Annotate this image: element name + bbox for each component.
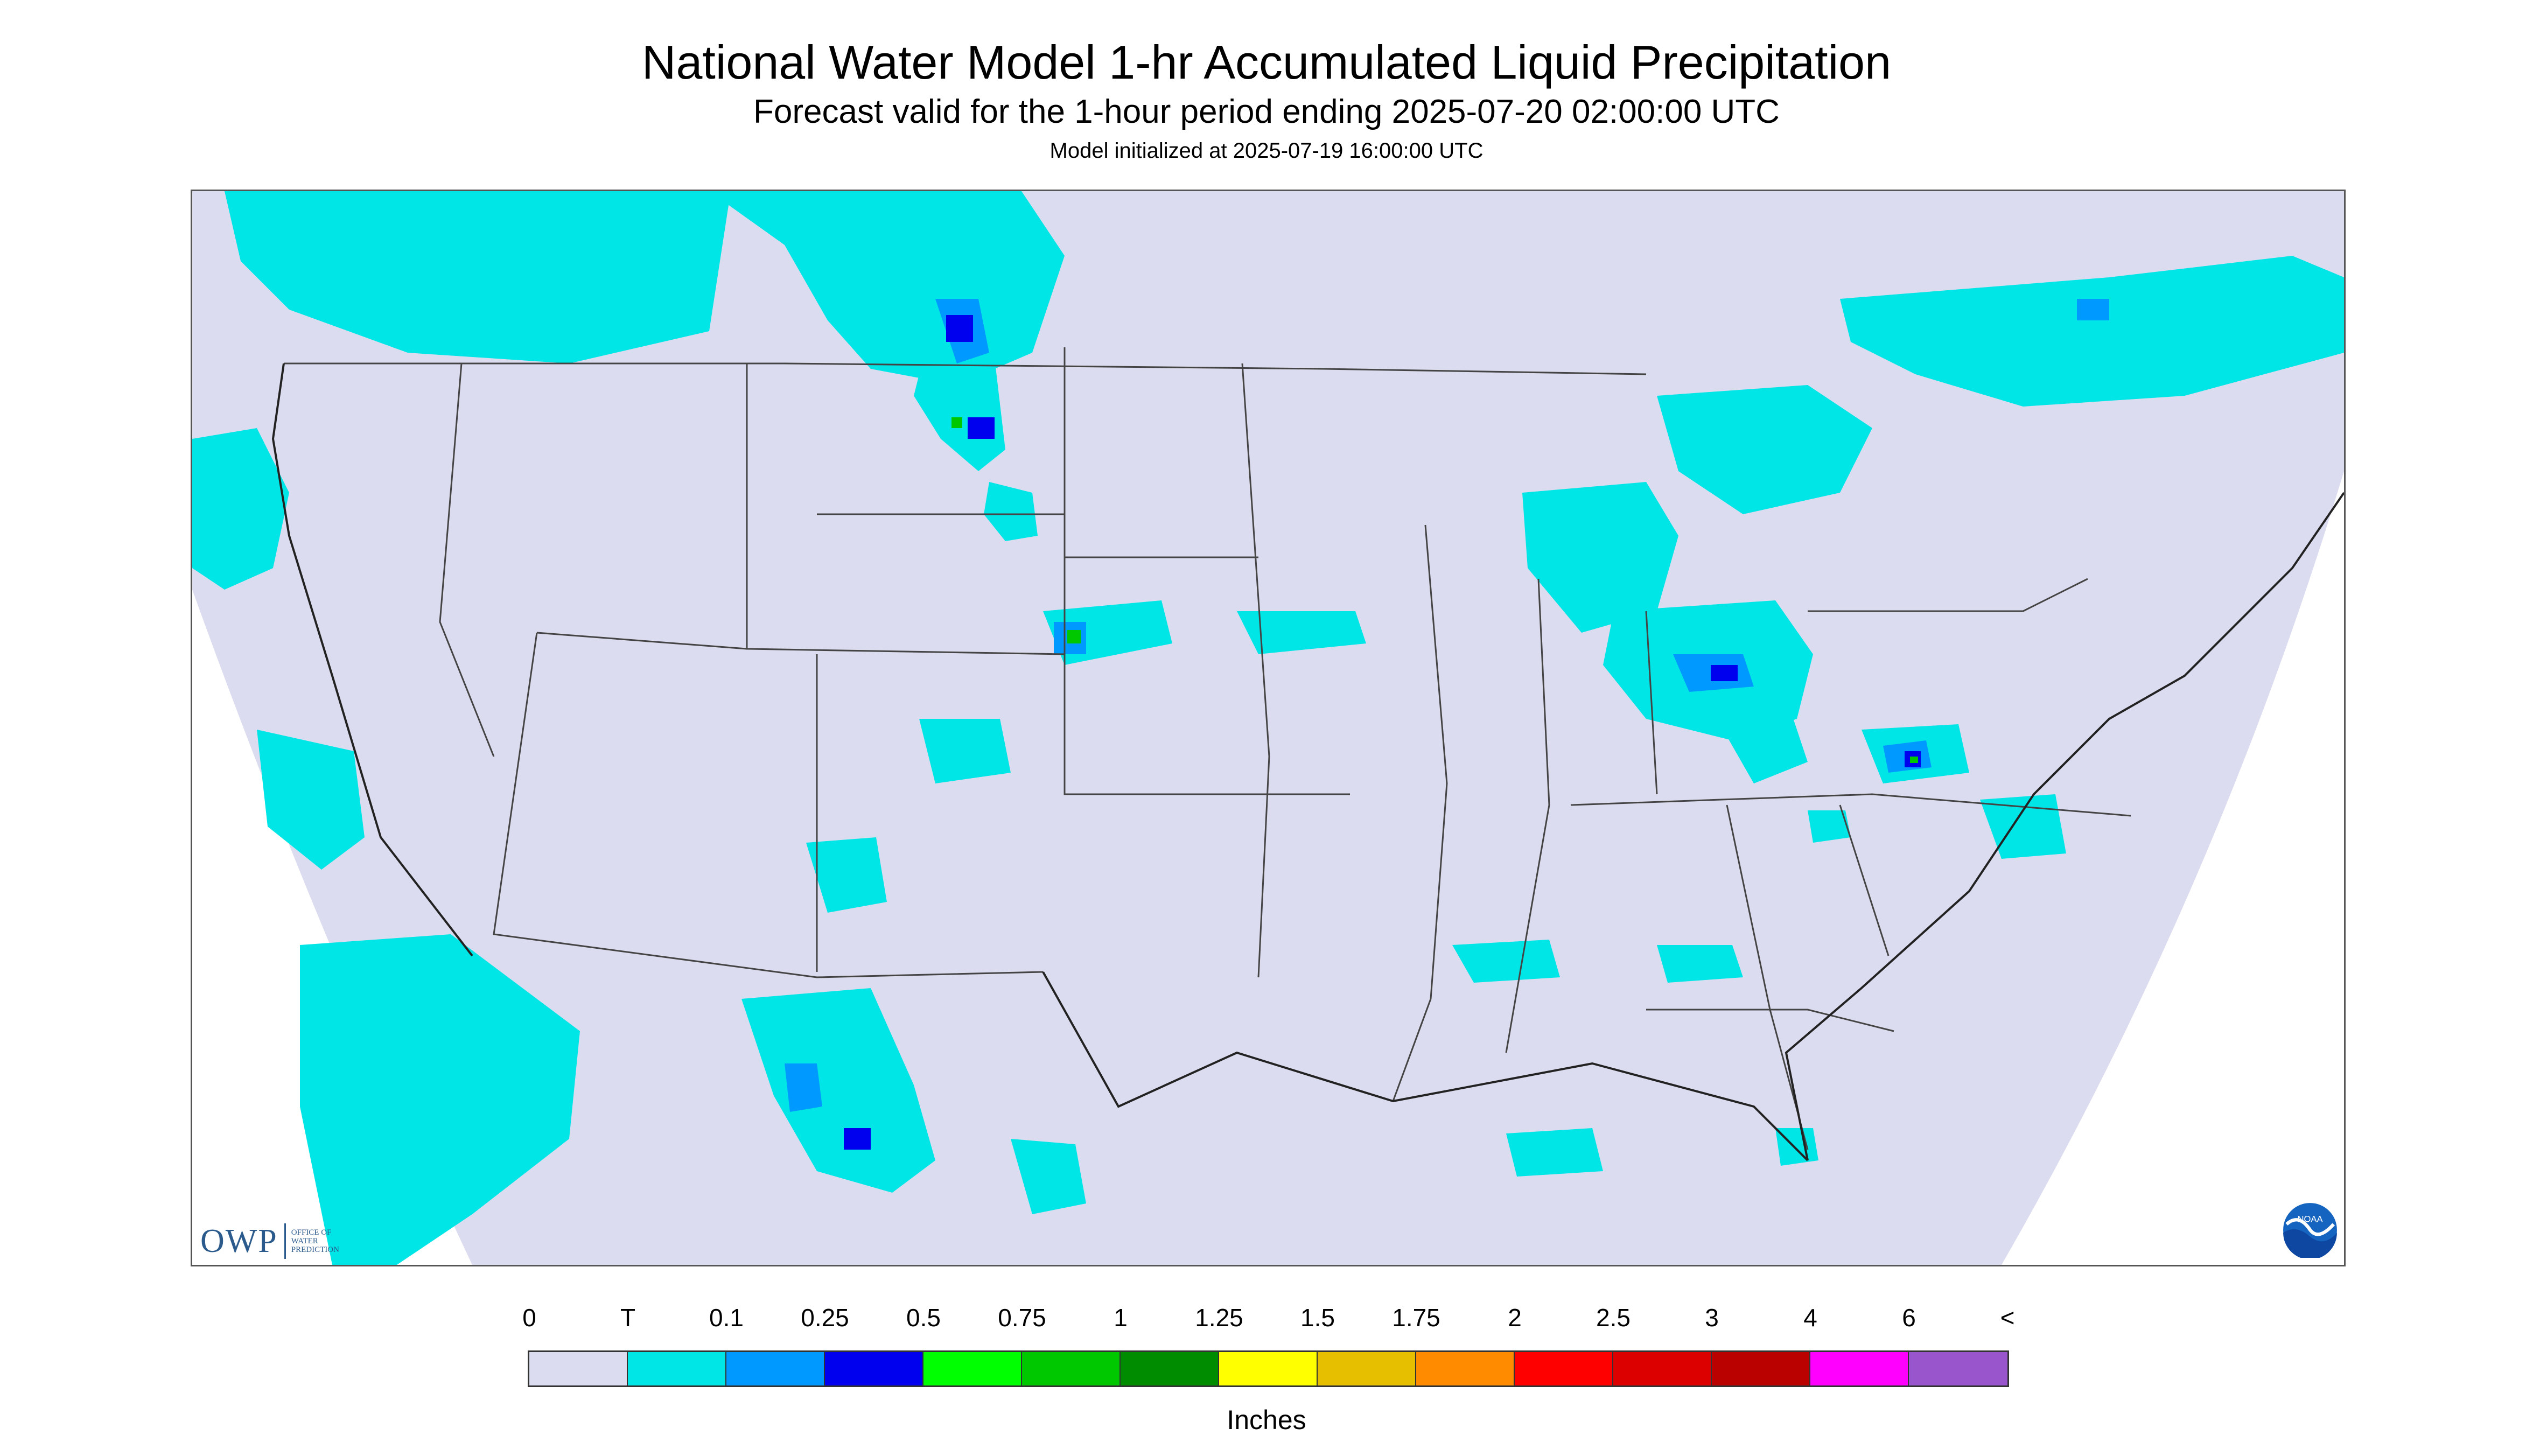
legend-swatch xyxy=(726,1352,825,1385)
legend-label: 0.5 xyxy=(906,1304,941,1332)
legend-label: 3 xyxy=(1705,1304,1719,1332)
legend-swatch xyxy=(1810,1352,1909,1385)
legend-swatch xyxy=(628,1352,726,1385)
legend-label: 1.5 xyxy=(1300,1304,1335,1332)
legend-units: Inches xyxy=(1227,1405,1306,1435)
coastline xyxy=(271,363,2344,1161)
owp-logo-line2: Water xyxy=(291,1237,318,1245)
owp-logo-line1: Office of xyxy=(291,1228,332,1237)
legend-label: 1 xyxy=(1114,1304,1128,1332)
map-svg xyxy=(192,191,2344,1265)
model-init-time: Model initialized at 2025-07-19 16:00:00… xyxy=(1049,139,1484,163)
legend-swatch xyxy=(529,1352,628,1385)
legend-label: 2.5 xyxy=(1596,1304,1631,1332)
legend-label: 0.75 xyxy=(998,1304,1046,1332)
owp-logo-mark: OWP xyxy=(200,1223,286,1259)
legend-swatch xyxy=(1712,1352,1810,1385)
legend-swatch xyxy=(825,1352,923,1385)
legend-label: 0.25 xyxy=(801,1304,849,1332)
legend-label: 2 xyxy=(1508,1304,1522,1332)
legend-label: 6 xyxy=(1902,1304,1916,1332)
map-title: National Water Model 1-hr Accumulated Li… xyxy=(641,36,1892,89)
legend-label: 1.25 xyxy=(1195,1304,1243,1332)
owp-logo: OWP Office of Water Prediction xyxy=(200,1222,339,1260)
legend-swatch xyxy=(1613,1352,1712,1385)
legend-label: 0.1 xyxy=(709,1304,744,1332)
legend-swatch xyxy=(1318,1352,1416,1385)
owp-logo-text: Office of Water Prediction xyxy=(286,1228,339,1254)
state-borders xyxy=(284,347,2131,1150)
precip-heavy-areas xyxy=(951,417,1918,763)
noaa-logo: NOAA xyxy=(2283,1203,2337,1258)
legend-swatch xyxy=(1022,1352,1121,1385)
precipitation-map xyxy=(191,190,2346,1266)
owp-logo-line3: Prediction xyxy=(291,1245,339,1254)
legend-swatch xyxy=(1515,1352,1613,1385)
precip-trace-areas xyxy=(192,191,2344,1265)
legend-swatch xyxy=(1121,1352,1219,1385)
precip-moderate-areas xyxy=(844,315,1921,1150)
legend-swatch xyxy=(923,1352,1022,1385)
map-subtitle: Forecast valid for the 1-hour period end… xyxy=(753,93,1780,130)
legend-label: 1.75 xyxy=(1392,1304,1440,1332)
legend-label: 4 xyxy=(1803,1304,1817,1332)
legend-colorbar xyxy=(528,1350,2009,1387)
legend-label: < xyxy=(2000,1304,2015,1332)
legend-swatch xyxy=(1416,1352,1515,1385)
noaa-logo-text: NOAA xyxy=(2297,1214,2323,1224)
legend-swatch xyxy=(1219,1352,1318,1385)
legend-swatch xyxy=(1909,1352,2007,1385)
legend-label: 0 xyxy=(522,1304,536,1332)
legend-labels: 0 T 0.1 0.25 0.5 0.75 1 1.25 1.5 1.75 2 2.5 3 4 6 < xyxy=(0,1303,2533,1335)
legend-label: T xyxy=(620,1304,636,1332)
